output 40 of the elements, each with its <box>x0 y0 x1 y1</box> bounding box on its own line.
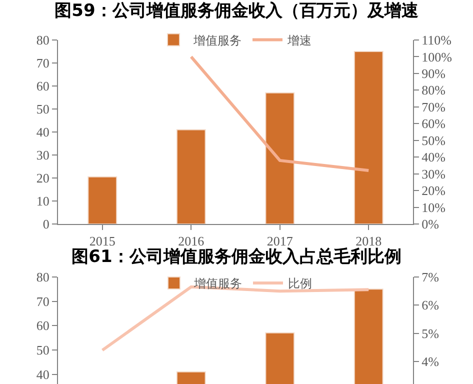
y2-tick-label: 50% <box>422 132 446 148</box>
y-tick-label: 50 <box>36 342 50 358</box>
legend-label: 比例 <box>288 276 312 291</box>
x-tick-label: 2015 <box>89 234 116 249</box>
y-tick-label: 60 <box>36 318 50 334</box>
x-tick-label: 2017 <box>266 234 294 249</box>
legend-label: 增值服务 <box>192 33 242 48</box>
y2-tick-label: 7% <box>422 270 440 285</box>
chart-title: 图59：公司增值服务佣金收入（百万元）及增速 <box>54 0 418 21</box>
y2-tick-label: 5% <box>422 326 440 341</box>
y-tick-label: 50 <box>36 102 50 117</box>
y2-tick-label: 0% <box>422 216 440 232</box>
legend-label: 增值服务 <box>193 276 242 291</box>
y-tick-label: 80 <box>36 270 50 285</box>
x-tick-label: 2018 <box>356 234 382 249</box>
y-tick-label: 40 <box>36 366 50 382</box>
y-tick-label: 70 <box>36 56 50 71</box>
y2-tick-label: 70% <box>422 99 446 114</box>
y2-tick-label: 90% <box>422 66 446 81</box>
y-tick-label: 80 <box>36 32 50 48</box>
chart-title: 图61：公司增值服务佣金收入占总毛利比例 <box>72 246 402 267</box>
y2-tick-label: 110% <box>422 32 452 48</box>
y2-tick-label: 20% <box>422 183 446 198</box>
x-tick-label: 2016 <box>178 234 205 249</box>
y2-tick-label: 40% <box>422 150 446 165</box>
y-tick-label: 30 <box>36 148 50 163</box>
y2-tick-label: 4% <box>422 354 440 370</box>
y-tick-label: 60 <box>36 78 50 94</box>
y2-tick-label: 30% <box>422 166 446 182</box>
y-tick-label: 40 <box>36 124 50 140</box>
y2-tick-label: 80% <box>422 82 446 98</box>
legend-label: 增速 <box>286 33 312 48</box>
y-tick-label: 20 <box>36 170 50 186</box>
y2-tick-label: 100% <box>422 49 452 64</box>
y-tick-label: 0 <box>42 216 50 232</box>
y2-tick-label: 10% <box>422 200 446 215</box>
y-tick-label: 70 <box>36 294 50 309</box>
y2-tick-label: 60% <box>422 116 446 132</box>
y-tick-label: 10 <box>36 194 50 209</box>
y2-tick-label: 6% <box>422 298 440 313</box>
